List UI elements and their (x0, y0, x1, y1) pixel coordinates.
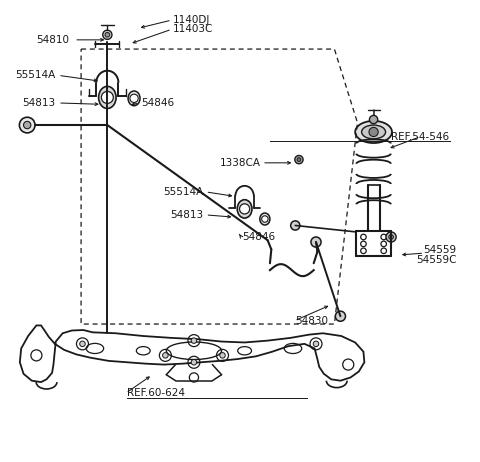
Circle shape (386, 232, 396, 242)
Circle shape (389, 235, 394, 239)
Circle shape (313, 341, 319, 346)
Circle shape (130, 94, 138, 103)
Circle shape (24, 122, 31, 129)
Circle shape (220, 353, 225, 358)
Circle shape (336, 311, 346, 321)
Text: 54813: 54813 (23, 98, 56, 108)
Ellipse shape (355, 121, 392, 143)
Text: 54810: 54810 (36, 35, 70, 45)
Circle shape (291, 221, 300, 230)
Text: 11403C: 11403C (173, 24, 214, 34)
Circle shape (262, 216, 268, 222)
Circle shape (103, 30, 112, 39)
Ellipse shape (237, 200, 252, 218)
Text: 54559: 54559 (423, 245, 456, 255)
Text: 1338CA: 1338CA (220, 158, 261, 168)
Text: 54846: 54846 (242, 231, 276, 242)
Text: 55514A: 55514A (163, 187, 203, 197)
Circle shape (311, 237, 321, 247)
Circle shape (297, 158, 301, 161)
Text: 54813: 54813 (170, 210, 203, 220)
Ellipse shape (128, 91, 140, 106)
Text: 54559C: 54559C (416, 255, 456, 265)
Text: 54846: 54846 (141, 98, 174, 108)
Text: 54830: 54830 (295, 316, 328, 326)
Text: 55514A: 55514A (15, 70, 56, 80)
Circle shape (19, 117, 35, 133)
Text: REF.54-546: REF.54-546 (392, 132, 450, 141)
Ellipse shape (361, 125, 385, 139)
Text: 1140DJ: 1140DJ (173, 15, 211, 25)
Ellipse shape (260, 213, 270, 225)
Text: REF.60-624: REF.60-624 (127, 388, 185, 398)
Circle shape (80, 341, 85, 346)
Circle shape (369, 128, 378, 137)
Ellipse shape (98, 86, 116, 109)
Circle shape (370, 116, 378, 124)
Circle shape (191, 359, 197, 365)
Circle shape (105, 32, 109, 37)
Circle shape (191, 338, 197, 343)
Circle shape (295, 155, 303, 164)
Circle shape (101, 91, 113, 103)
Circle shape (240, 204, 250, 214)
Circle shape (163, 353, 168, 358)
